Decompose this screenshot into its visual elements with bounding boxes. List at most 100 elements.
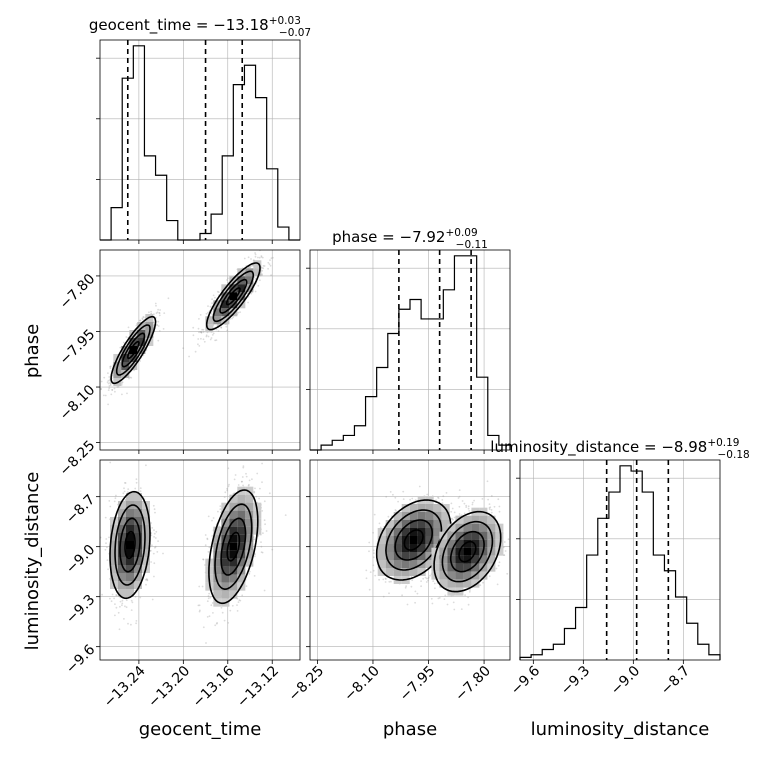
- sample-point: [261, 462, 263, 465]
- density-cell: [118, 581, 126, 589]
- title-luminosity-distance: luminosity_distance = −8.98+0.19 −0.18: [490, 437, 749, 461]
- sample-point: [131, 601, 134, 604]
- sample-point: [123, 487, 125, 490]
- sample-point: [394, 509, 397, 511]
- sample-point: [245, 475, 248, 478]
- sample-point: [139, 319, 141, 322]
- sample-point: [120, 384, 123, 386]
- hist-panel-phase: [306, 249, 511, 454]
- sample-point: [145, 464, 147, 467]
- sample-point: [269, 264, 272, 267]
- sample-point: [210, 312, 213, 314]
- sample-point: [427, 577, 430, 580]
- sample-point: [108, 536, 110, 539]
- sample-point: [394, 496, 397, 499]
- sample-point: [207, 595, 210, 597]
- sample-point: [405, 585, 407, 588]
- sample-point: [372, 549, 375, 552]
- density-cell: [245, 526, 254, 535]
- sample-point: [432, 580, 435, 582]
- sample-point: [104, 516, 107, 519]
- sample-point: [156, 311, 159, 314]
- sample-point: [465, 504, 468, 507]
- sample-point: [206, 538, 209, 541]
- frame-phase: [309, 249, 511, 451]
- density-cell: [221, 316, 230, 325]
- sample-point: [202, 331, 205, 334]
- sample-point: [247, 301, 250, 304]
- sample-point: [373, 513, 376, 516]
- sample-point: [109, 461, 112, 464]
- sample-point: [378, 578, 380, 581]
- sample-point: [262, 532, 264, 534]
- density-cell: [126, 565, 134, 573]
- sample-point: [372, 556, 375, 559]
- density-cell: [134, 501, 142, 509]
- density-cell: [126, 589, 134, 597]
- hist-steps-phase: [310, 255, 511, 451]
- sample-point: [118, 628, 121, 631]
- scatter-panel-geocent_time_phase: [96, 249, 301, 454]
- sample-point: [154, 546, 156, 549]
- sample-point: [247, 256, 250, 259]
- density-cell: [118, 509, 126, 517]
- density-cell: [110, 533, 118, 541]
- density-cell: [213, 550, 222, 559]
- density-cell: [142, 541, 150, 549]
- sample-point: [156, 551, 159, 553]
- sample-point: [121, 602, 124, 605]
- sample-point: [248, 570, 251, 573]
- sample-point: [150, 561, 153, 563]
- density-cell: [221, 300, 230, 309]
- density-cell: [134, 573, 142, 581]
- sample-point: [261, 273, 263, 276]
- sample-point: [153, 313, 155, 315]
- density-cell: [110, 549, 118, 557]
- density-cell: [237, 268, 246, 277]
- sample-point: [122, 341, 125, 344]
- contour-1-3: [205, 262, 261, 331]
- sample-point: [106, 381, 109, 383]
- sample-point: [146, 579, 149, 582]
- sample-point: [113, 500, 116, 503]
- sample-point: [372, 552, 375, 554]
- sample-point: [157, 325, 160, 327]
- density-cell: [237, 494, 246, 503]
- sample-point: [382, 578, 385, 581]
- sample-point: [426, 493, 429, 496]
- sample-point: [232, 493, 235, 495]
- sample-point: [388, 592, 390, 595]
- sample-point: [452, 518, 454, 521]
- sample-point: [410, 585, 413, 588]
- sample-point: [205, 334, 208, 337]
- density-cell: [142, 549, 150, 557]
- sample-point: [463, 512, 466, 515]
- sample-point: [209, 338, 212, 341]
- sample-point: [216, 324, 219, 326]
- sample-point: [100, 380, 103, 383]
- contour-1-1: [219, 278, 248, 314]
- sample-point: [206, 616, 209, 618]
- density-cell: [205, 316, 214, 325]
- sample-point: [220, 326, 223, 329]
- sample-point: [425, 581, 428, 583]
- sample-point: [209, 305, 212, 308]
- sample-point: [211, 334, 214, 336]
- density-cell: [213, 308, 222, 317]
- sample-point: [265, 530, 268, 532]
- sample-point: [216, 290, 219, 293]
- sample-point: [128, 377, 130, 380]
- sample-point: [119, 605, 121, 608]
- sample-point: [414, 499, 417, 501]
- sample-point: [372, 564, 375, 567]
- contour-0-2: [115, 324, 151, 376]
- scatter-panel-geocent_time_luminosity_distance: [96, 459, 301, 664]
- density-cell: [221, 550, 230, 559]
- sample-point: [236, 604, 238, 606]
- sample-point: [153, 529, 155, 531]
- sample-point: [254, 553, 256, 555]
- density-cell: [118, 525, 126, 533]
- sample-point: [242, 466, 245, 469]
- sample-point: [135, 323, 138, 325]
- sample-point: [130, 376, 133, 379]
